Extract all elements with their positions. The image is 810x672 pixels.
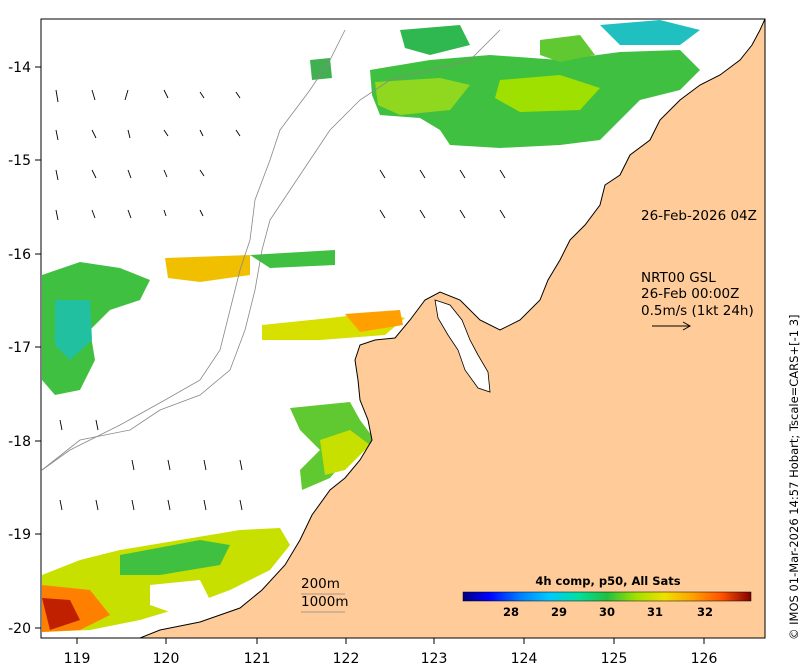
timestamp-label: 26-Feb-2026 04Z (641, 208, 757, 224)
credit-text: © IMOS 01-Mar-2026 14:57 Hobart; Tscale=… (787, 314, 801, 640)
lon-tick-labels: 119 120 121 122 123 124 125 126 (64, 651, 718, 667)
map-frame (40, 18, 766, 639)
isobath-lines (41, 29, 501, 471)
axis-ticks (35, 66, 705, 644)
scale-arrow-icon (652, 321, 692, 331)
colorbar-tick-31: 31 (647, 605, 663, 619)
lon-tick-126: 126 (691, 651, 718, 667)
lat-tick-18: -18 (8, 434, 31, 450)
lat-tick-labels: -14 -15 -16 -17 -18 -19 -20 (8, 60, 31, 637)
current-vectors (55, 89, 506, 511)
lon-tick-121: 121 (244, 651, 271, 667)
lon-tick-125: 125 (601, 651, 628, 667)
colorbar-tick-29: 29 (551, 605, 567, 619)
isobath-label-1000: 1000m (301, 594, 349, 610)
lon-tick-124: 124 (511, 651, 538, 667)
current-info-line3: 0.5m/s (1kt 24h) (641, 303, 754, 319)
colorbar-tick-32: 32 (697, 605, 713, 619)
current-info-line1: NRT00 GSL (641, 270, 716, 286)
current-info-line2: 26-Feb 00:00Z (641, 286, 739, 302)
lat-tick-17: -17 (8, 340, 31, 356)
lat-tick-20: -20 (8, 621, 31, 637)
lat-tick-14: -14 (8, 60, 31, 76)
lon-tick-120: 120 (153, 651, 180, 667)
colorbar-ticks: 28 29 30 31 32 (503, 605, 713, 619)
gulf-inlet (434, 299, 491, 393)
colorbar-gradient (462, 591, 752, 602)
lat-tick-15: -15 (8, 153, 31, 169)
colorbar-title: 4h comp, p50, All Sats (535, 574, 680, 588)
lon-tick-122: 122 (333, 651, 360, 667)
colorbar-tick-28: 28 (503, 605, 519, 619)
lat-tick-19: -19 (8, 527, 31, 543)
sst-patches (42, 20, 700, 632)
lon-tick-123: 123 (421, 651, 448, 667)
isobath-label-200: 200m (301, 576, 340, 592)
lat-tick-16: -16 (8, 247, 31, 263)
colorbar-tick-30: 30 (599, 605, 615, 619)
lon-tick-119: 119 (64, 651, 91, 667)
